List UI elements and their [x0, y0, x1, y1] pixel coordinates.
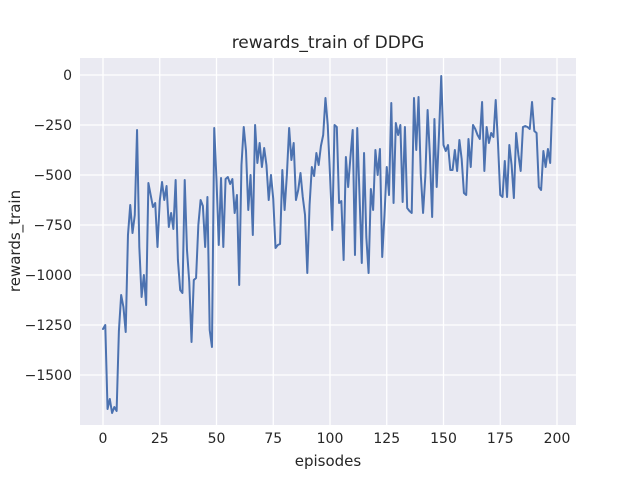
- axes-background: [80, 58, 576, 425]
- tick-layer: 0 25 50 75 100 125 150 175 200 0 −250 −500 −750 −1000…: [25, 68, 571, 447]
- y-tick-label: 0: [63, 68, 72, 84]
- x-tick-label: 175: [487, 431, 514, 447]
- rewards-train-line: [102, 75, 556, 414]
- y-tick-label: −1250: [25, 318, 72, 334]
- x-tick-label: 0: [99, 431, 108, 447]
- x-tick-label: 125: [373, 431, 400, 447]
- x-tick-label: 100: [317, 431, 344, 447]
- y-tick-label: −250: [34, 118, 72, 134]
- grid-layer: [80, 58, 576, 425]
- line-layer: [102, 75, 556, 414]
- x-axis-label: episodes: [295, 452, 362, 470]
- y-tick-label: −1500: [25, 368, 72, 384]
- x-tick-label: 50: [208, 431, 226, 447]
- x-tick-label: 75: [264, 431, 282, 447]
- x-tick-label: 25: [151, 431, 169, 447]
- y-axis-label: rewards_train: [6, 190, 25, 292]
- y-tick-label: −500: [34, 168, 72, 184]
- y-tick-label: −1000: [25, 268, 72, 284]
- chart-title: rewards_train of DDPG: [232, 33, 425, 53]
- y-tick-label: −750: [34, 218, 72, 234]
- x-tick-label: 150: [430, 431, 457, 447]
- x-tick-label: 200: [544, 431, 571, 447]
